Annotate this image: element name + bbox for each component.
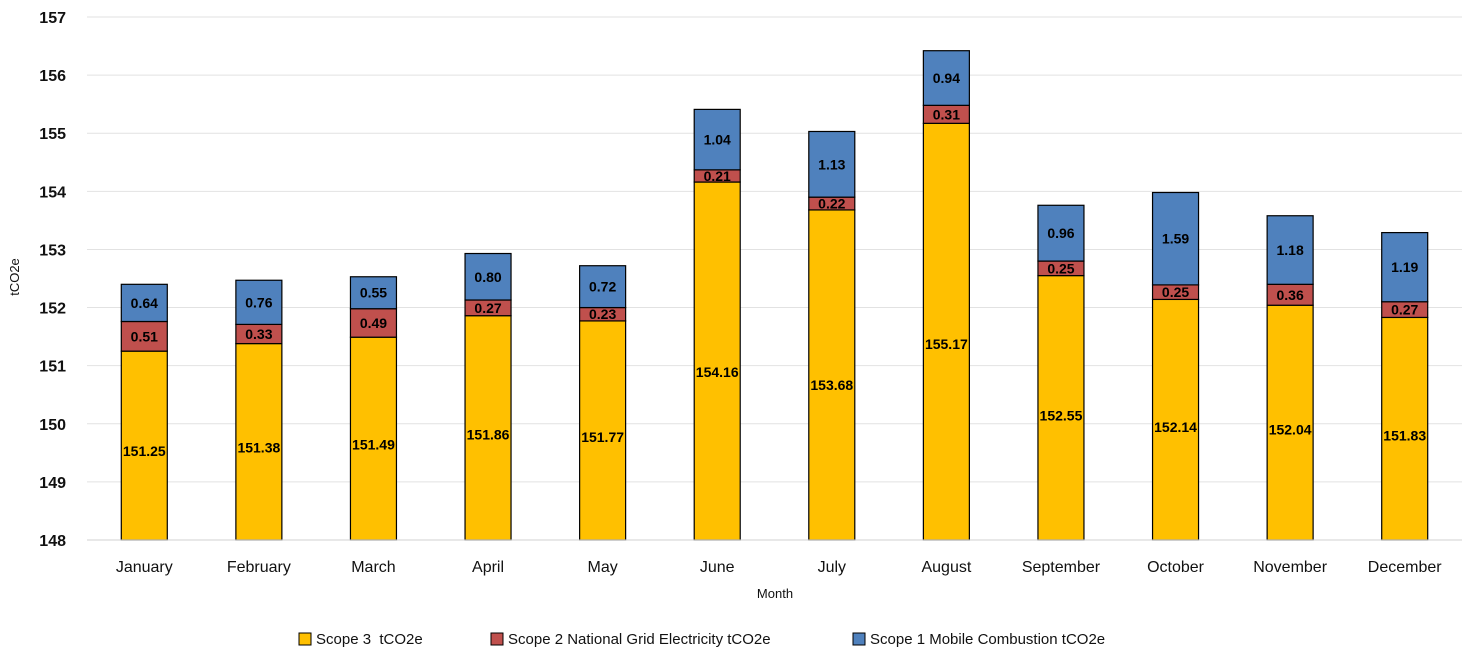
legend-label: Scope 2 National Grid Electricity tCO2e: [508, 631, 771, 648]
data-label: 151.86: [467, 427, 510, 443]
data-label: 0.96: [1047, 225, 1074, 241]
bar-scope1: [1381, 231, 1429, 303]
bar-scope3: [1381, 316, 1429, 541]
bar-scope3: [922, 122, 970, 541]
data-label: 151.83: [1383, 427, 1426, 443]
y-axis-ticks: 148 149 150 151 152 153 154 155 156 157: [39, 10, 66, 550]
y-tick-label: 148: [39, 533, 66, 550]
data-label: 0.64: [131, 295, 158, 311]
bar-scope1: [349, 276, 398, 310]
data-label: 0.25: [1162, 284, 1189, 300]
data-label: 1.13: [818, 156, 845, 172]
gridlines: [87, 16, 1462, 541]
data-label: 0.27: [474, 300, 501, 316]
x-tick-label: August: [921, 559, 971, 576]
data-label: 153.68: [810, 377, 853, 393]
x-tick-label: September: [1022, 559, 1101, 576]
bar-scope1: [464, 252, 512, 301]
data-label: 0.51: [131, 328, 158, 344]
x-tick-label: October: [1147, 559, 1205, 576]
bar-scope1: [1037, 204, 1085, 262]
x-tick-label: December: [1368, 559, 1442, 576]
bar-scope1: [808, 130, 856, 198]
data-label: 0.94: [933, 70, 960, 86]
data-label: 0.55: [360, 285, 387, 301]
x-tick-label: May: [588, 559, 618, 576]
bar-scope3: [1266, 304, 1314, 541]
data-label: 1.04: [704, 132, 731, 148]
y-tick-label: 155: [39, 126, 66, 143]
y-tick-label: 151: [39, 359, 66, 376]
x-tick-label: June: [700, 559, 735, 576]
y-tick-label: 157: [39, 10, 66, 27]
bar-scope1: [579, 265, 627, 309]
x-tick-label: November: [1253, 559, 1327, 576]
bar-scope3: [1151, 298, 1200, 541]
legend-swatch: [490, 632, 504, 646]
data-label: 151.38: [237, 440, 280, 456]
bar-scope1: [1266, 215, 1314, 285]
x-tick-label: April: [472, 559, 504, 576]
bar-scope3: [1037, 274, 1085, 541]
data-label: 0.49: [360, 315, 387, 331]
data-label: 1.18: [1277, 242, 1304, 258]
bar-scope3: [235, 342, 283, 541]
y-tick-label: 152: [39, 301, 66, 318]
y-tick-label: 154: [39, 184, 66, 201]
y-tick-label: 149: [39, 475, 66, 492]
bar-scope1: [235, 279, 283, 326]
bar-scope3: [693, 181, 741, 541]
bar-scope1: [922, 50, 970, 106]
y-tick-label: 150: [39, 417, 66, 434]
bar-scope3: [464, 315, 512, 541]
x-tick-label: February: [227, 559, 291, 576]
x-axis-ticks: January February March April May June July Augu…: [116, 559, 1442, 576]
legend-label: Scope 1 Mobile Combustion tCO2e: [870, 631, 1105, 648]
legend-swatch: [852, 632, 866, 646]
legend-label: Scope 3 tCO2e: [316, 631, 423, 648]
data-label: 152.55: [1040, 408, 1083, 424]
data-labels: 151.25 0.51 0.64 151.38 0.33 0.76 151.49 0.49 0.…: [123, 70, 1426, 459]
bar-scope1: [693, 108, 741, 171]
data-label: 152.04: [1269, 422, 1312, 438]
data-label: 0.80: [474, 269, 501, 285]
y-tick-label: 156: [39, 68, 66, 85]
data-label: 151.49: [352, 437, 395, 453]
x-tick-label: March: [351, 559, 395, 576]
bar-scope1: [1151, 191, 1200, 286]
data-label: 0.33: [245, 326, 272, 342]
bar-scope2: [349, 308, 398, 338]
legend-swatch: [298, 632, 312, 646]
y-tick-label: 153: [39, 242, 66, 259]
data-label: 0.25: [1047, 260, 1074, 276]
data-label: 0.22: [818, 196, 845, 212]
legend: Scope 3 tCO2e Scope 2 National Grid Elect…: [298, 631, 1105, 648]
bars: [120, 50, 1429, 541]
data-label: 0.23: [589, 306, 616, 322]
data-label: 0.27: [1391, 302, 1418, 318]
x-tick-label: July: [818, 559, 846, 576]
bar-scope3: [579, 320, 627, 541]
data-label: 151.77: [581, 429, 624, 445]
data-label: 1.59: [1162, 231, 1189, 247]
data-label: 0.36: [1277, 287, 1304, 303]
data-label: 0.72: [589, 279, 616, 295]
data-label: 151.25: [123, 443, 166, 459]
data-label: 1.19: [1391, 259, 1418, 275]
data-label: 154.16: [696, 364, 739, 380]
x-axis-title: Month: [757, 586, 793, 601]
y-axis-title: tCO2e: [7, 258, 22, 296]
bar-scope3: [808, 209, 856, 541]
x-tick-label: January: [116, 559, 173, 576]
data-label: 0.76: [245, 294, 272, 310]
data-label: 0.31: [933, 106, 960, 122]
bar-scope1: [120, 283, 168, 323]
data-label: 0.21: [704, 168, 731, 184]
data-label: 155.17: [925, 336, 968, 352]
data-label: 152.14: [1154, 419, 1197, 435]
